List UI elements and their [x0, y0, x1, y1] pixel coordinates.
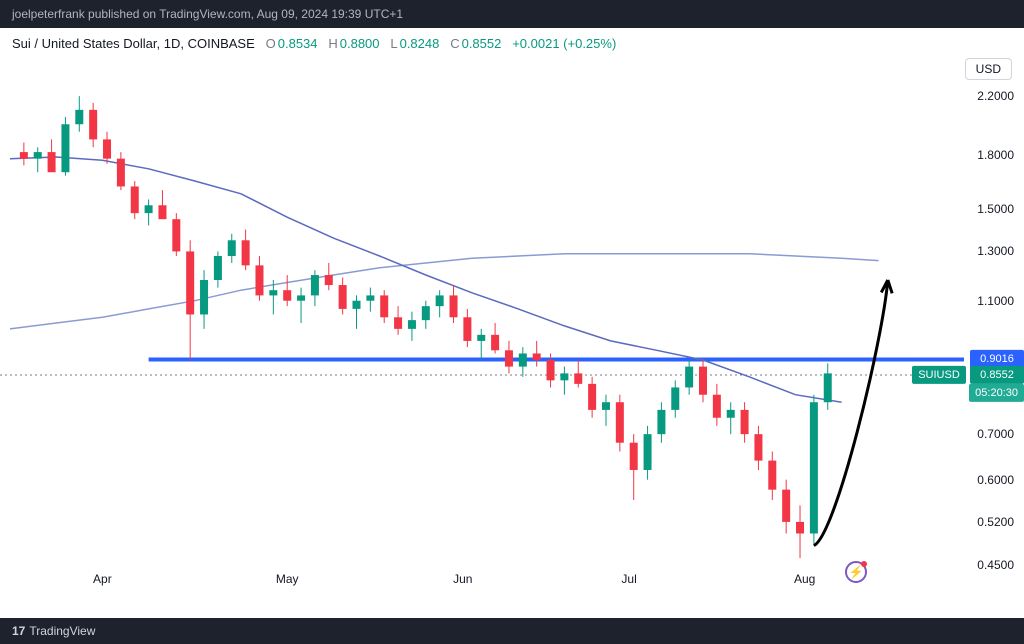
publish-header: joelpeterfrank published on TradingView.…	[0, 0, 1024, 28]
current-price-badge: 0.8552	[970, 366, 1024, 384]
x-axis[interactable]: Apr May Jun Jul Aug	[0, 572, 964, 602]
l-value: 0.8248	[400, 36, 440, 51]
countdown-badge: 05:20:30	[969, 384, 1024, 402]
x-tick-label: Jul	[621, 572, 636, 586]
x-tick-label: Jun	[453, 572, 472, 586]
o-value: 0.8534	[278, 36, 318, 51]
flash-icon[interactable]	[845, 561, 867, 583]
y-tick-label: 0.7000	[977, 427, 1014, 441]
symbol-title: Sui / United States Dollar, 1D, COINBASE	[12, 36, 255, 51]
c-value: 0.8552	[462, 36, 502, 51]
symbol-info-line: Sui / United States Dollar, 1D, COINBASE…	[12, 36, 616, 51]
h-label: H	[328, 36, 337, 51]
c-label: C	[450, 36, 459, 51]
publish-text: joelpeterfrank published on TradingView.…	[12, 7, 403, 21]
footer-bar: ‭17 TradingView	[0, 618, 1024, 644]
y-tick-label: 0.4500	[977, 558, 1014, 572]
y-tick-label: 1.1000	[977, 294, 1014, 308]
change-value: +0.0021 (+0.25%)	[512, 36, 616, 51]
x-tick-label: Aug	[794, 572, 815, 586]
ticker-badge: SUIUSD	[912, 366, 966, 384]
y-axis[interactable]: 2.2000 1.8000 1.5000 1.3000 1.1000 0.7000 0.60…	[964, 28, 1024, 586]
x-tick-label: May	[276, 572, 299, 586]
y-tick-label: 2.2000	[977, 89, 1014, 103]
y-tick-label: 1.5000	[977, 202, 1014, 216]
l-label: L	[390, 36, 397, 51]
brand-text: TradingView	[29, 624, 95, 638]
y-tick-label: 1.3000	[977, 244, 1014, 258]
y-tick-label: 1.8000	[977, 148, 1014, 162]
y-tick-label: 0.5200	[977, 515, 1014, 529]
o-label: O	[266, 36, 276, 51]
tradingview-logo-icon: ‭17	[12, 624, 25, 638]
currency-badge[interactable]: USD	[965, 58, 1012, 80]
chart-plot[interactable]	[0, 28, 964, 586]
x-tick-label: Apr	[93, 572, 112, 586]
h-value: 0.8800	[340, 36, 380, 51]
chart-container: Sui / United States Dollar, 1D, COINBASE…	[0, 28, 1024, 618]
y-tick-label: 0.6000	[977, 473, 1014, 487]
